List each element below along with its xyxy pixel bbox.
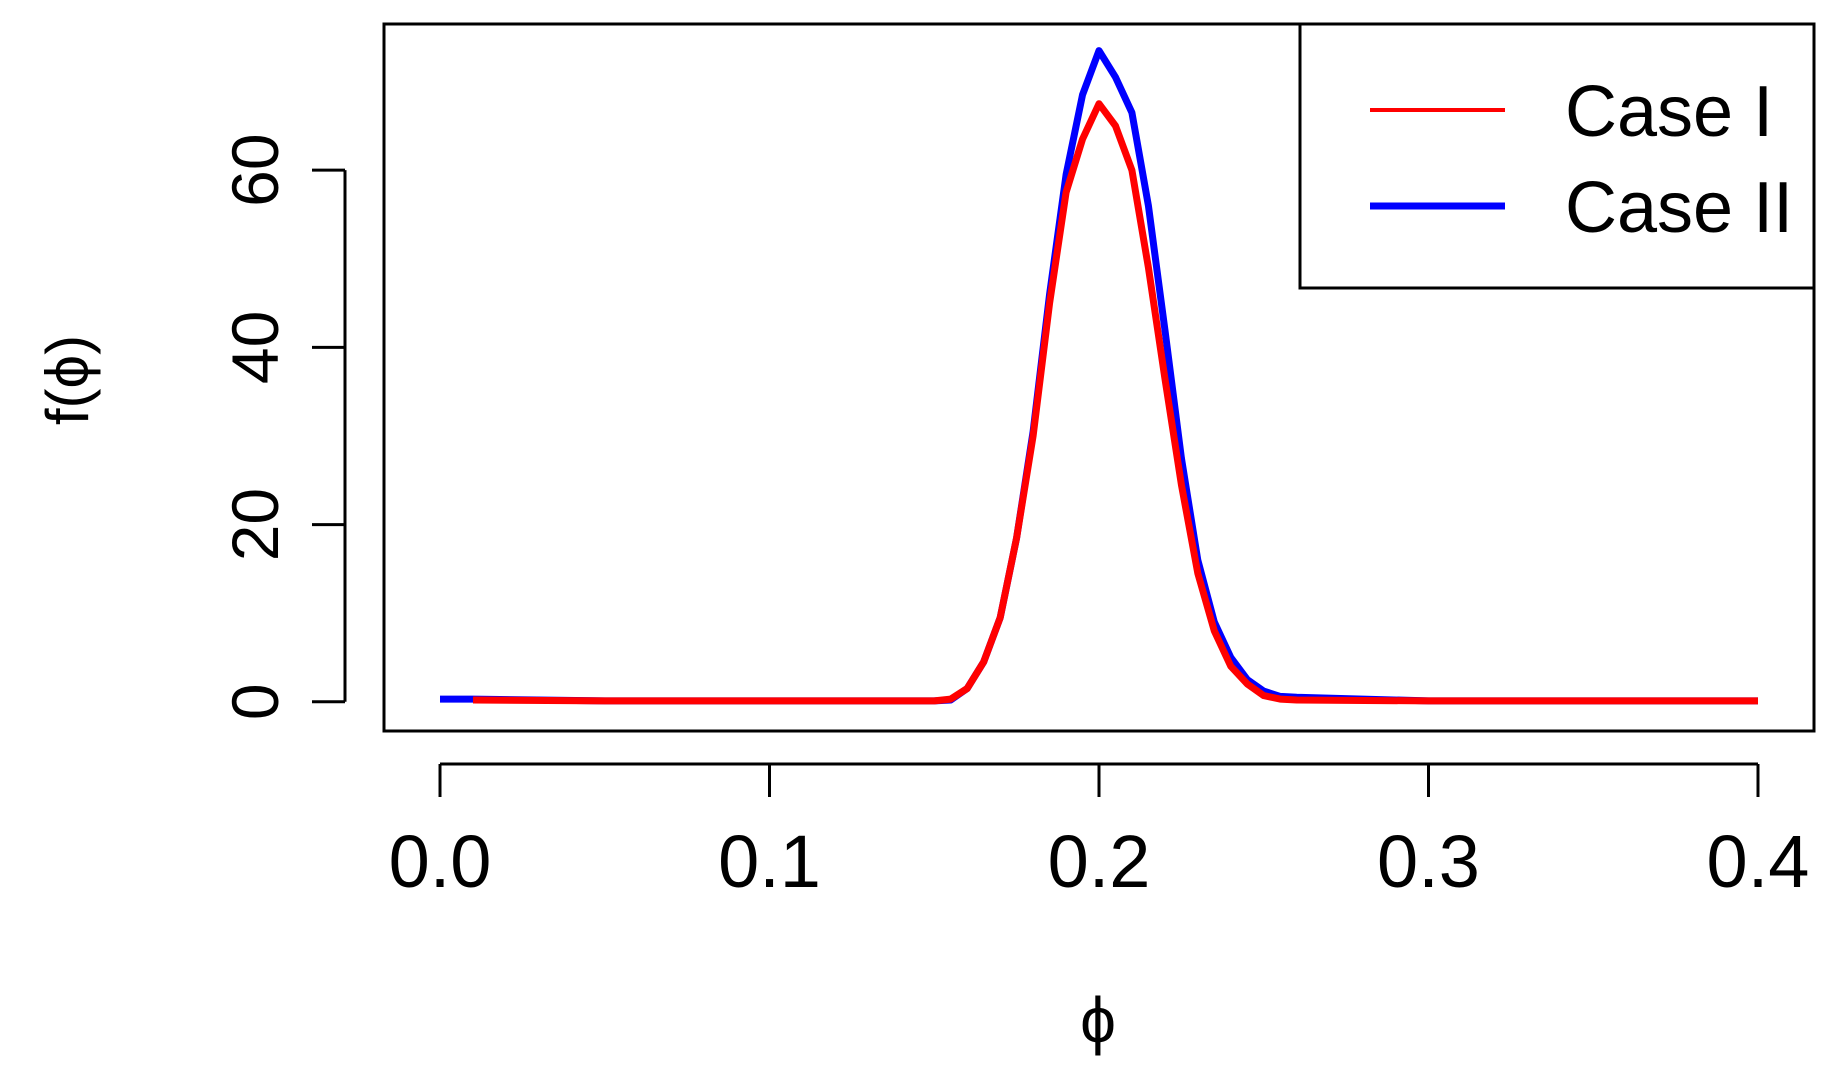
y-tick-label: 20 <box>218 488 292 561</box>
legend-label: Case II <box>1565 168 1793 248</box>
x-tick-label: 0.4 <box>1707 820 1810 903</box>
y-tick-label: 60 <box>218 133 292 206</box>
legend-box <box>1298 22 1816 290</box>
legend: Case I Case II <box>1298 22 1816 290</box>
x-tick-label: 0.3 <box>1377 820 1480 903</box>
x-tick-label: 0.2 <box>1048 820 1151 903</box>
y-tick-label: 40 <box>218 311 292 384</box>
x-axis-title: ϕ <box>1080 984 1116 1056</box>
x-axis: 0.0 0.1 0.2 0.3 0.4 <box>389 762 1810 903</box>
x-tick-label: 0.0 <box>389 820 492 903</box>
legend-label: Case I <box>1565 72 1773 152</box>
plot-frame <box>382 22 1816 733</box>
y-tick-label: 0 <box>218 683 292 720</box>
y-axis-title: f(ϕ) <box>34 335 101 425</box>
series-line-case-i <box>472 100 1758 705</box>
x-tick-label: 0.1 <box>718 820 821 903</box>
plot-curves <box>440 47 1758 705</box>
y-axis: 0 20 40 60 <box>218 133 347 720</box>
